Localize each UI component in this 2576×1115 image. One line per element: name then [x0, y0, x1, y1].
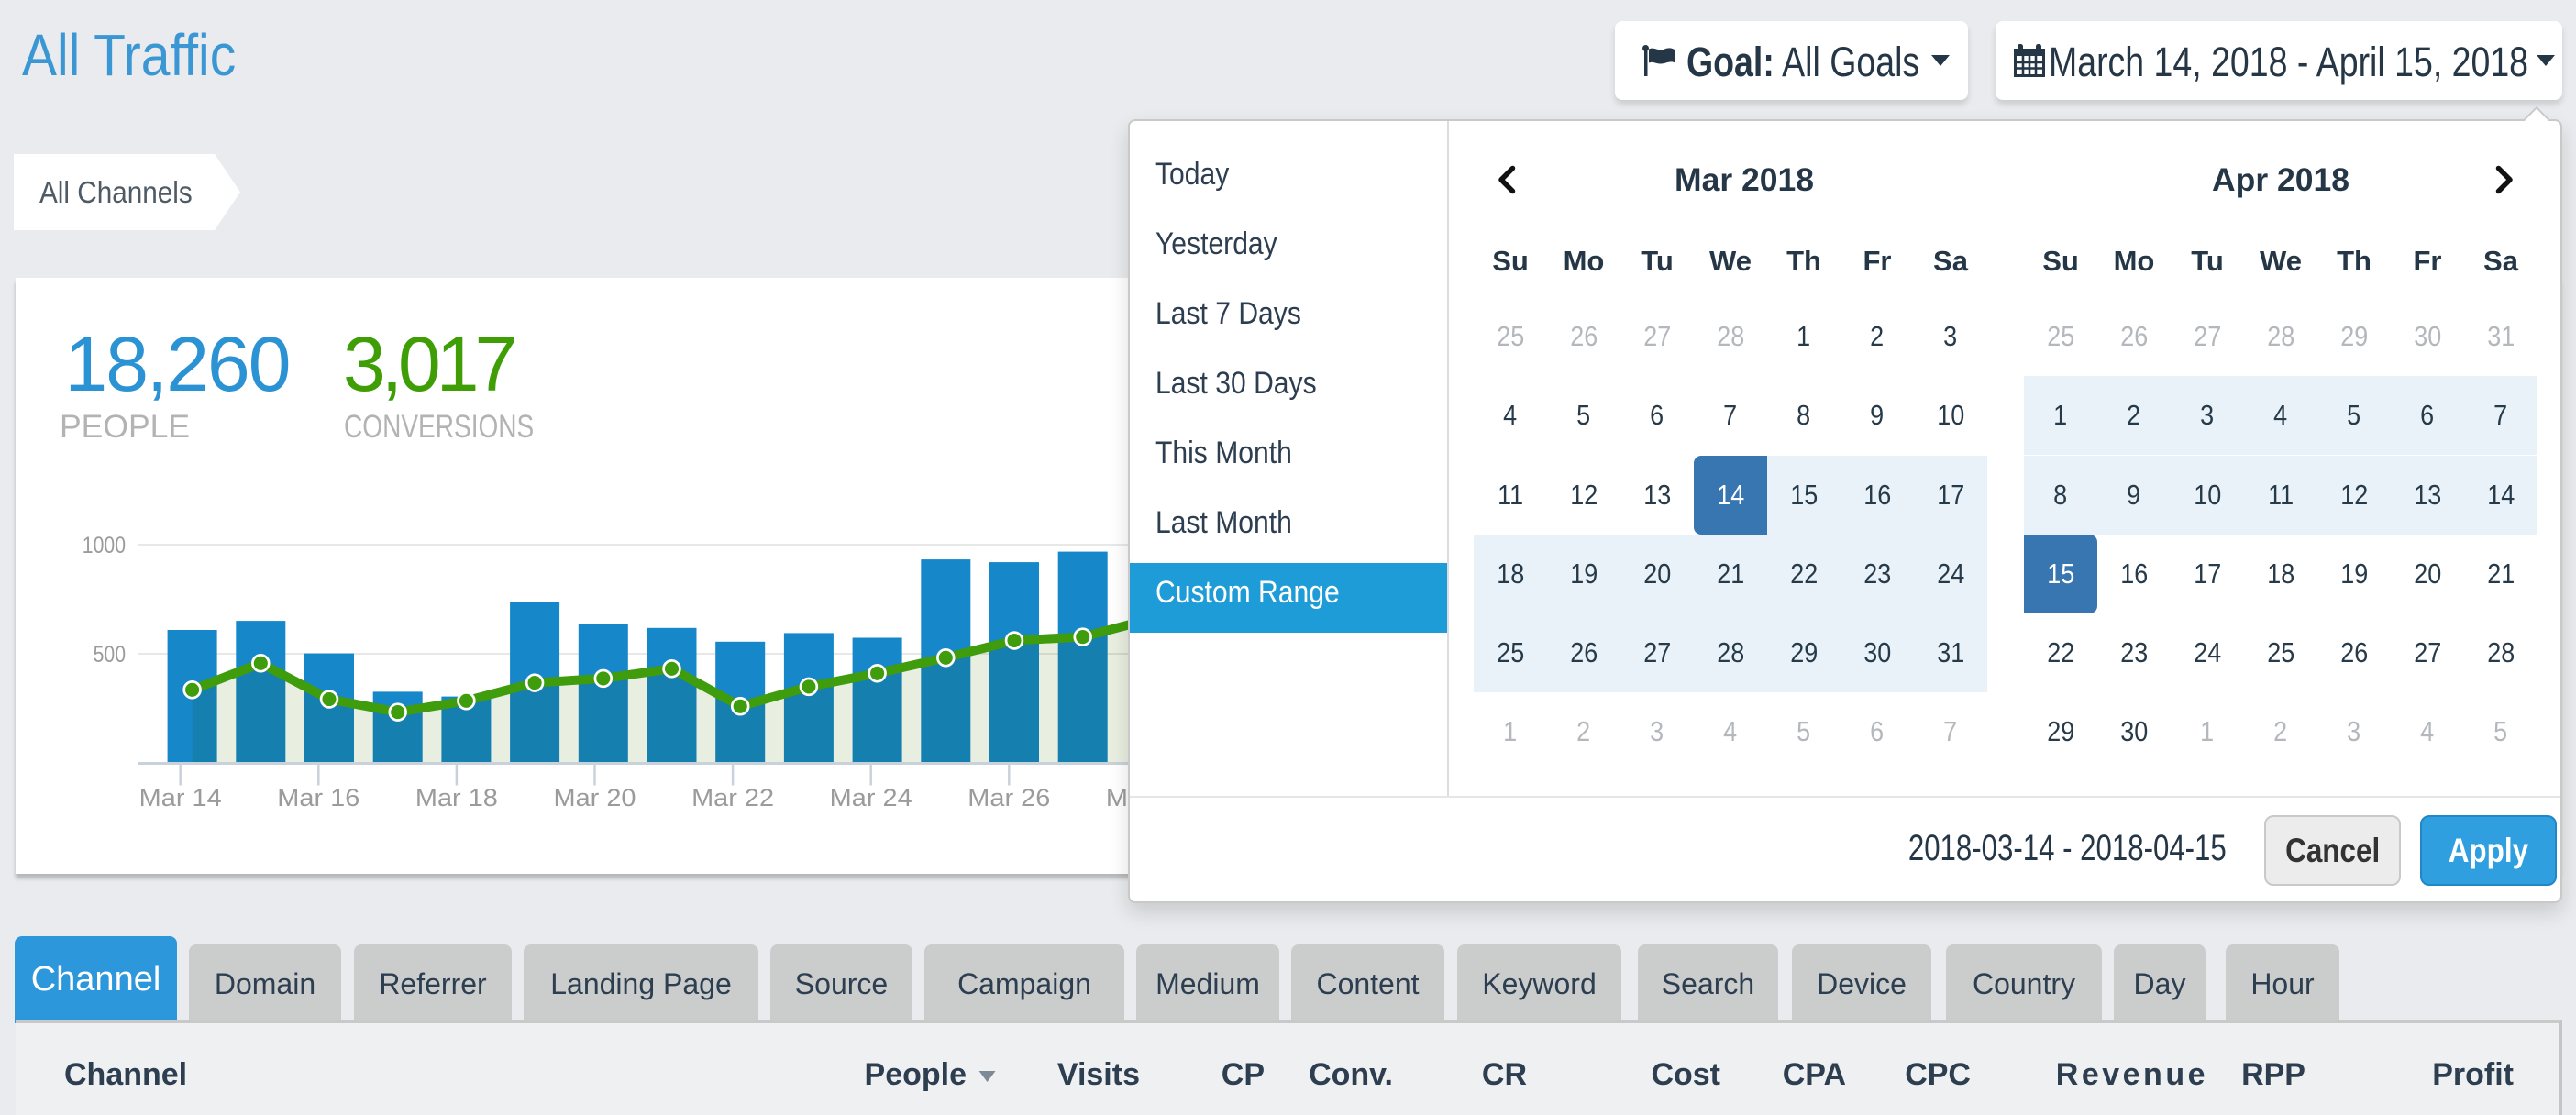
svg-text:Mar 20: Mar 20 [554, 784, 636, 811]
svg-text:Mar 24: Mar 24 [830, 784, 912, 811]
svg-text:1000: 1000 [83, 533, 126, 558]
svg-text:Mar 16: Mar 16 [277, 784, 359, 811]
svg-text:Mar 18: Mar 18 [415, 784, 498, 811]
svg-text:500: 500 [94, 642, 126, 668]
svg-text:Mar 14: Mar 14 [139, 784, 222, 811]
svg-text:Mar 26: Mar 26 [967, 784, 1050, 811]
svg-text:Mar 22: Mar 22 [691, 784, 774, 811]
